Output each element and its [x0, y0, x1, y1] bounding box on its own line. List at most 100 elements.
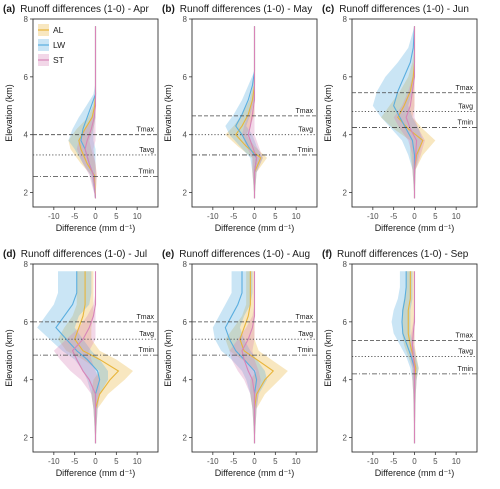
- y-axis-label: Elevation (km): [4, 329, 14, 387]
- y-tick-label: 2: [183, 434, 188, 443]
- x-tick-label: 5: [114, 457, 119, 466]
- ribbon-lw: [391, 271, 419, 444]
- x-tick-label: 5: [114, 212, 119, 221]
- x-tick-label: 10: [452, 457, 461, 466]
- threshold-label-tmax: Tmax: [296, 314, 314, 321]
- y-axis-label: Elevation (km): [163, 84, 173, 142]
- x-tick-label: 0: [93, 457, 98, 466]
- series-line-st: [84, 26, 97, 199]
- threshold-label-tavg: Tavg: [139, 331, 154, 338]
- x-tick-label: -5: [390, 212, 398, 221]
- ribbon-al: [225, 271, 288, 444]
- y-axis-label: Elevation (km): [163, 329, 173, 387]
- y-tick-label: 4: [183, 376, 188, 385]
- threshold-label-tmax: Tmax: [456, 333, 474, 340]
- series-line-st: [411, 271, 416, 444]
- series-line-st: [71, 271, 97, 444]
- threshold-label-tmin: Tmin: [297, 347, 313, 354]
- y-tick-label: 2: [24, 189, 29, 198]
- x-tick-label: 5: [273, 457, 278, 466]
- threshold-label-tmax: Tmax: [456, 85, 474, 92]
- y-tick-label: 8: [343, 15, 348, 24]
- panel-tag: (d): [3, 249, 16, 260]
- x-tick-label: -5: [230, 212, 238, 221]
- threshold-label-tmin: Tmin: [138, 169, 154, 176]
- threshold-label-tmin: Tmin: [457, 366, 473, 373]
- ribbon-lw: [372, 26, 423, 199]
- ribbon-st: [229, 271, 261, 444]
- x-axis-label: Difference (mm d⁻¹): [215, 468, 295, 478]
- panel-title-text: Runoff differences (1-0) - Jun: [339, 4, 469, 15]
- y-tick-label: 8: [24, 260, 29, 269]
- x-tick-label: -10: [48, 457, 60, 466]
- x-tick-label: -5: [230, 457, 238, 466]
- x-tick-label: 0: [412, 457, 417, 466]
- y-tick-label: 6: [183, 73, 188, 82]
- x-axis-label: Difference (mm d⁻¹): [375, 468, 455, 478]
- y-axis-label: Elevation (km): [323, 329, 333, 387]
- y-tick-label: 2: [343, 434, 348, 443]
- x-tick-label: 0: [252, 457, 257, 466]
- ribbon-lw: [37, 271, 108, 444]
- panel-tag: (e): [162, 249, 174, 260]
- y-tick-label: 4: [343, 376, 348, 385]
- ribbon-st: [53, 271, 100, 444]
- x-tick-label: -5: [71, 457, 79, 466]
- panel-title-text: Runoff differences (1-0) - Apr: [20, 4, 149, 15]
- x-tick-label: 0: [252, 212, 257, 221]
- y-tick-label: 4: [183, 131, 188, 140]
- y-tick-label: 6: [183, 318, 188, 327]
- ribbon-lw: [68, 26, 97, 199]
- threshold-label-tmin: Tmin: [138, 347, 154, 354]
- panel-title: (a) Runoff differences (1-0) - Apr: [3, 4, 149, 15]
- x-tick-label: 5: [273, 212, 278, 221]
- y-tick-label: 2: [24, 434, 29, 443]
- threshold-label-tmax: Tmax: [137, 127, 155, 134]
- panel-title: (d) Runoff differences (1-0) - Jul: [3, 249, 147, 260]
- y-tick-label: 8: [183, 15, 188, 24]
- panel-b: (b) Runoff differences (1-0) - May Tmax Tav…: [162, 4, 318, 233]
- x-tick-label: 0: [412, 212, 417, 221]
- y-axis-label: Elevation (km): [323, 84, 333, 142]
- series-line-st: [241, 271, 256, 444]
- ribbon-lw: [212, 271, 267, 444]
- panel-title: (b) Runoff differences (1-0) - May: [162, 4, 312, 15]
- threshold-label-tavg: Tavg: [458, 104, 473, 111]
- y-tick-label: 6: [343, 73, 348, 82]
- legend-label-st: ST: [53, 55, 64, 65]
- panel-title-text: Runoff differences (1-0) - Jul: [21, 249, 147, 260]
- panel-tag: (b): [162, 4, 175, 15]
- threshold-label-tmax: Tmax: [296, 108, 314, 115]
- x-axis-label: Difference (mm d⁻¹): [215, 223, 295, 233]
- series-line-al: [74, 271, 120, 444]
- series-line-st: [405, 26, 418, 199]
- x-axis-label: Difference (mm d⁻¹): [56, 468, 136, 478]
- x-tick-label: 5: [433, 457, 438, 466]
- x-tick-label: 10: [133, 212, 142, 221]
- y-tick-label: 6: [24, 318, 29, 327]
- y-axis-label: Elevation (km): [4, 84, 14, 142]
- legend: AL LW ST: [38, 24, 65, 66]
- x-tick-label: 10: [133, 457, 142, 466]
- panel-title-text: Runoff differences (1-0) - Sep: [337, 249, 469, 260]
- panel-tag: (a): [3, 4, 15, 15]
- x-tick-label: -10: [367, 457, 379, 466]
- threshold-label-tmin: Tmin: [457, 119, 473, 126]
- x-axis-label: Difference (mm d⁻¹): [56, 223, 136, 233]
- y-tick-label: 8: [183, 260, 188, 269]
- legend-label-al: AL: [53, 25, 64, 35]
- x-tick-label: -10: [207, 212, 219, 221]
- panel-d: (d) Runoff differences (1-0) - Jul Tmax Tav…: [3, 249, 159, 478]
- y-tick-label: 8: [24, 15, 29, 24]
- x-tick-label: -5: [390, 457, 398, 466]
- panel-title-text: Runoff differences (1-0) - Aug: [179, 249, 310, 260]
- x-tick-label: -10: [367, 212, 379, 221]
- panel-f: (f) Runoff differences (1-0) - Sep Tmax Tav…: [322, 249, 478, 478]
- panel-title: (f) Runoff differences (1-0) - Sep: [322, 249, 469, 260]
- x-tick-label: 0: [93, 212, 98, 221]
- x-tick-label: -10: [207, 457, 219, 466]
- x-tick-label: -10: [48, 212, 60, 221]
- y-tick-label: 6: [343, 318, 348, 327]
- x-tick-label: 5: [433, 212, 438, 221]
